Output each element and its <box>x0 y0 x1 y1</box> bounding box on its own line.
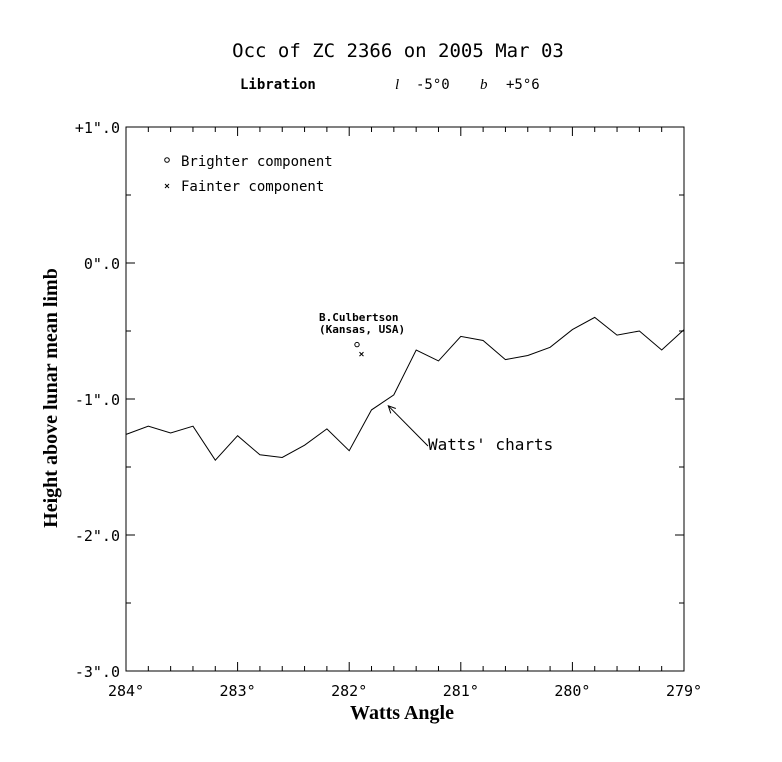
series-layer <box>125 316 685 462</box>
y-axis-tick-labels: +1".0 0".0 -1".0 -2".0 -3".0 <box>75 119 120 681</box>
annotation-text: Watts' charts <box>428 435 553 454</box>
x-axis-tick-labels: 284° 283° 282° 281° 280° 279° <box>108 682 702 700</box>
legend-fainter-label: Fainter component <box>181 179 324 195</box>
x-tick-label: 282° <box>331 682 367 700</box>
legend-brighter-marker <box>164 157 170 163</box>
observation-fainter-point <box>359 351 364 357</box>
legend-fainter-marker <box>164 183 170 189</box>
y-axis-label: Height above lunar mean limb <box>40 268 62 528</box>
x-axis-ticks <box>125 127 685 671</box>
legend: Brighter component Fainter component <box>164 154 333 195</box>
annotation-arrow-head <box>387 404 396 414</box>
observer-name: B.Culbertson <box>319 311 398 324</box>
y-tick-label: -2".0 <box>75 527 120 545</box>
y-axis-ticks <box>126 126 684 672</box>
y-tick-label: -1".0 <box>75 391 120 409</box>
x-tick-label: 281° <box>443 682 479 700</box>
y-tick-label: 0".0 <box>84 255 120 273</box>
x-tick-label: 283° <box>220 682 256 700</box>
observations-layer <box>354 341 364 357</box>
libration-b-symbol: b <box>480 77 488 93</box>
series-line-watts-charts <box>125 316 685 462</box>
observer-location: (Kansas, USA) <box>319 323 405 336</box>
annotation-arrow-shaft <box>387 405 429 447</box>
x-tick-label: 279° <box>666 682 702 700</box>
plot-frame <box>125 126 685 672</box>
x-axis-label: Watts Angle <box>350 702 454 724</box>
libration-l-value: -5°0 <box>416 77 450 93</box>
y-tick-label: -3".0 <box>75 663 120 681</box>
legend-brighter-label: Brighter component <box>181 154 333 170</box>
libration-b-value: +5°6 <box>506 77 540 93</box>
libration-l-symbol: l <box>395 77 399 93</box>
libration-label: Libration <box>240 77 316 93</box>
libration-line: Libration l -5°0 b +5°6 <box>240 77 540 93</box>
observation-brighter-point <box>354 341 360 348</box>
x-tick-label: 284° <box>108 682 144 700</box>
x-tick-label: 280° <box>554 682 590 700</box>
chart-title: Occ of ZC 2366 on 2005 Mar 03 <box>232 40 564 62</box>
y-tick-label: +1".0 <box>75 119 120 137</box>
watts-annotation: Watts' charts <box>387 404 553 454</box>
